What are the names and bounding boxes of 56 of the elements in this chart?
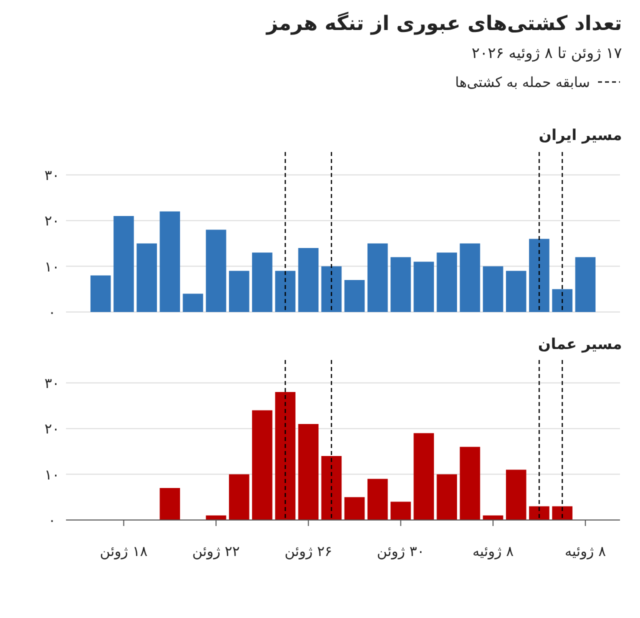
text: سابقه حمله به کشتی‌ها (455, 75, 590, 91)
x-tick-label: ۲۲ ژوئن (192, 544, 240, 560)
bar (136, 243, 157, 312)
x-tick-label: ۳۰ ژوئن (376, 544, 424, 560)
bar (252, 252, 272, 312)
bar (414, 433, 434, 520)
bar (298, 424, 319, 520)
bar (367, 478, 388, 520)
bar (575, 257, 596, 312)
x-tick-label: ۲۶ ژوئن (284, 544, 332, 560)
bar (482, 266, 504, 312)
y-tick-label: ۱۰ (44, 259, 60, 276)
y-tick-label: ۰ (48, 513, 56, 529)
bar (228, 270, 250, 312)
bar (529, 506, 550, 520)
y-tick-label: ۲۰ (44, 422, 60, 438)
y-tick-label: ۳۰ (44, 376, 60, 392)
bar (160, 488, 180, 520)
bar (552, 289, 572, 312)
x-tick-label: ۱۸ ژوئن (100, 544, 148, 560)
bar (160, 211, 180, 312)
bar (390, 257, 411, 312)
bar (552, 506, 572, 520)
bar (460, 243, 480, 312)
bar (436, 474, 458, 520)
y-tick-label: ۲۰ (44, 214, 60, 230)
bar (275, 392, 296, 520)
bar (460, 446, 480, 520)
x-tick-label: ۸ ژوئیه (564, 544, 606, 560)
bar (206, 230, 226, 312)
y-tick-label: ۱۰ (44, 467, 60, 484)
bar (367, 243, 388, 312)
bar (344, 280, 365, 312)
bar (344, 497, 365, 520)
bar (506, 270, 526, 312)
bar (414, 262, 434, 312)
bar (436, 252, 458, 312)
bar (321, 266, 342, 312)
bar (252, 410, 272, 520)
bar (228, 474, 250, 520)
bar (321, 456, 342, 520)
bar (390, 502, 411, 520)
bar (114, 216, 134, 312)
bar (529, 238, 550, 312)
chart-title: تعداد کشتی‌های عبوری از تنگه هرمز (265, 11, 622, 35)
text: مسیر ایران (538, 126, 622, 144)
bar (275, 270, 296, 312)
bar (506, 470, 526, 520)
bar (90, 275, 111, 312)
y-tick-label: ۰ (48, 305, 56, 321)
bar (298, 248, 319, 312)
chart-subtitle: ۱۷ ژوئن تا ۸ ژوئیه ۲۰۲۶ (472, 44, 622, 62)
y-tick-label: ۳۰ (44, 168, 60, 184)
chart-title: مسیر عمان (538, 335, 622, 353)
bar (182, 294, 204, 312)
x-tick-label: ۸ ژوئیه (472, 544, 514, 560)
